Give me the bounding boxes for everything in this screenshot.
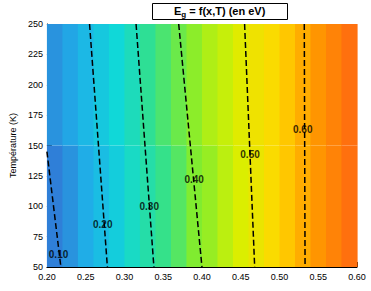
svg-text:0.55: 0.55 xyxy=(309,272,327,282)
svg-text:150: 150 xyxy=(28,141,43,151)
svg-text:100: 100 xyxy=(28,201,43,211)
svg-text:0.20: 0.20 xyxy=(93,219,113,230)
svg-text:175: 175 xyxy=(28,110,43,120)
svg-text:0.30: 0.30 xyxy=(116,272,134,282)
svg-text:= f(x,T) (en eV): = f(x,T) (en eV) xyxy=(186,5,265,17)
svg-text:Température (K): Température (K) xyxy=(8,113,18,178)
svg-text:0.50: 0.50 xyxy=(240,149,260,160)
svg-text:g: g xyxy=(181,9,187,19)
svg-text:0.50: 0.50 xyxy=(271,272,289,282)
svg-text:E: E xyxy=(174,5,181,17)
svg-text:0.30: 0.30 xyxy=(140,201,160,212)
svg-text:225: 225 xyxy=(28,49,43,59)
svg-text:0.60: 0.60 xyxy=(348,272,366,282)
svg-text:50: 50 xyxy=(33,262,43,272)
svg-text:200: 200 xyxy=(28,80,43,90)
svg-text:0.40: 0.40 xyxy=(184,174,204,185)
svg-text:0.10: 0.10 xyxy=(49,249,69,260)
svg-text:0.40: 0.40 xyxy=(193,272,211,282)
svg-text:0.45: 0.45 xyxy=(232,272,250,282)
svg-text:0.60: 0.60 xyxy=(293,124,313,135)
svg-text:0.35: 0.35 xyxy=(154,272,172,282)
svg-text:250: 250 xyxy=(28,19,43,29)
svg-text:0.25: 0.25 xyxy=(77,272,95,282)
svg-text:75: 75 xyxy=(33,232,43,242)
svg-text:0.20: 0.20 xyxy=(38,272,56,282)
svg-text:125: 125 xyxy=(28,171,43,181)
